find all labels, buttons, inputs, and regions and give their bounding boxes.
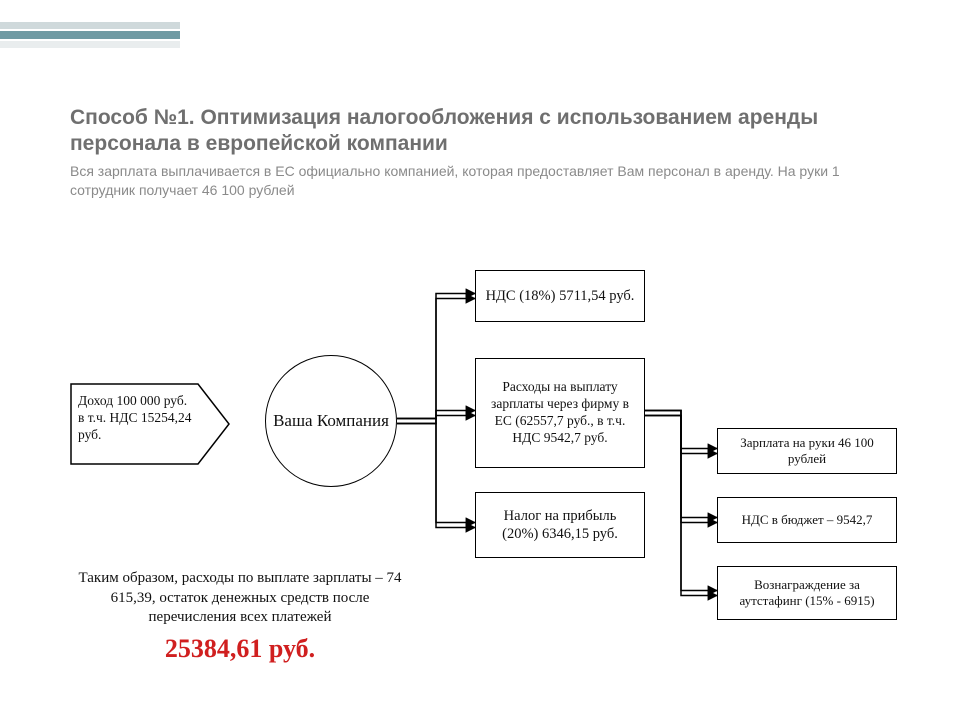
node-salary: Зарплата на руки 46 100 рублей <box>717 428 897 474</box>
node-company-label: Ваша Компания <box>273 410 389 432</box>
node-company: Ваша Компания <box>265 355 397 487</box>
node-outstaffing: Вознаграждение за аутстафинг (15% - 6915… <box>717 566 897 620</box>
node-profit: Налог на прибыль (20%) 6346,15 руб. <box>475 492 645 558</box>
node-vat-label: НДС (18%) 5711,54 руб. <box>486 287 635 305</box>
summary-text: Таким образом, расходы по выплате зарпла… <box>70 569 410 665</box>
node-profit-label: Налог на прибыль (20%) 6346,15 руб. <box>484 507 636 543</box>
node-income-label: Доход 100 000 руб. в т.ч. НДС 15254,24 р… <box>78 393 196 444</box>
node-vat: НДС (18%) 5711,54 руб. <box>475 270 645 322</box>
node-outstaffing-label: Вознаграждение за аутстафинг (15% - 6915… <box>726 577 888 610</box>
node-salary-label: Зарплата на руки 46 100 рублей <box>726 435 888 468</box>
deco-stripe <box>0 31 180 38</box>
deco-stripe <box>0 22 180 29</box>
deco-stripe <box>0 41 180 48</box>
node-expenses-label: Расходы на выплату зарплаты через фирму … <box>484 379 636 447</box>
node-income: Доход 100 000 руб. в т.ч. НДС 15254,24 р… <box>70 383 230 465</box>
slide-title: Способ №1. Оптимизация налогообложения с… <box>70 105 890 158</box>
node-vat-budget: НДС в бюджет – 9542,7 <box>717 497 897 543</box>
slide-subtitle: Вся зарплата выплачивается в ЕС официаль… <box>70 162 890 200</box>
header-decoration <box>0 22 180 48</box>
node-vat-budget-label: НДС в бюджет – 9542,7 <box>742 512 873 528</box>
node-expenses: Расходы на выплату зарплаты через фирму … <box>475 358 645 468</box>
summary-body: Таким образом, расходы по выплате зарпла… <box>78 570 401 625</box>
summary-amount: 25384,61 руб. <box>70 632 410 666</box>
